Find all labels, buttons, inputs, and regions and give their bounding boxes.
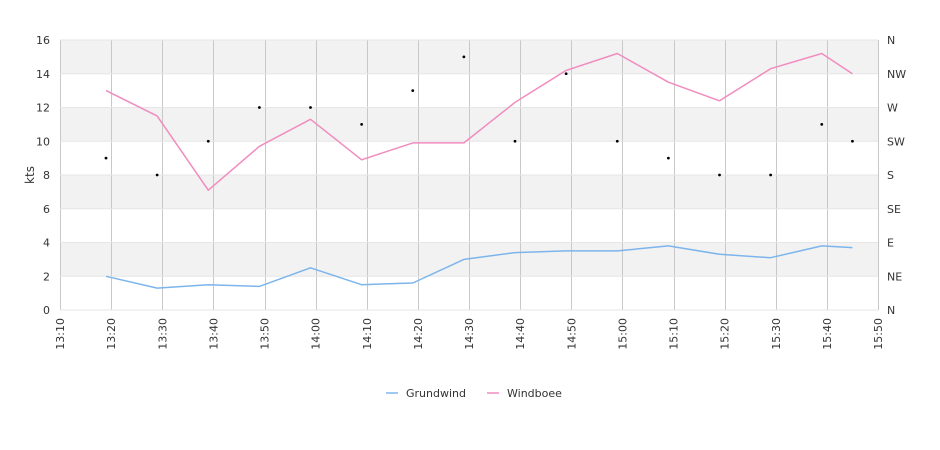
direction-point (104, 156, 108, 160)
x-tick-label: 15:40 (821, 318, 834, 350)
direction-tick-label: NW (887, 68, 906, 81)
x-tick-label: 13:50 (259, 318, 272, 350)
direction-point (462, 55, 466, 59)
direction-point (564, 72, 568, 76)
series-lines (105, 52, 853, 289)
direction-point (718, 173, 721, 177)
direction-point (820, 122, 824, 126)
direction-points (104, 55, 854, 177)
y-tick-label: 0 (43, 304, 50, 317)
x-tick-label: 14:20 (412, 318, 425, 350)
y-tick-label: 6 (43, 203, 50, 216)
direction-tick-label: N (887, 34, 895, 47)
y-axis-right-ticks: N NE E SE S SW W NW N (887, 34, 906, 317)
direction-point (615, 139, 619, 143)
y-axis-left-ticks: 0 2 4 6 8 10 12 14 16 (36, 34, 50, 317)
direction-tick-label: NE (887, 270, 902, 283)
series-line-grundwind (105, 245, 853, 289)
x-tick-label: 14:00 (310, 318, 323, 350)
direction-point (360, 122, 364, 126)
y-tick-label: 12 (36, 102, 50, 115)
x-tick-label: 15:10 (668, 318, 681, 350)
x-tick-label: 13:30 (156, 318, 169, 350)
y-tick-label: 16 (36, 34, 50, 47)
direction-point (851, 139, 854, 143)
direction-tick-label: N (887, 304, 895, 317)
direction-point (206, 139, 210, 143)
direction-tick-label: S (887, 169, 894, 182)
x-tick-label: 15:50 (872, 318, 885, 350)
direction-point (769, 173, 773, 177)
x-tick-label: 14:30 (463, 318, 476, 350)
y-tick-label: 2 (43, 270, 50, 283)
direction-point (257, 106, 261, 109)
direction-point (666, 156, 670, 160)
legend-item[interactable]: Windboee (487, 387, 562, 400)
y-axis-title: kts (23, 166, 37, 184)
direction-point (309, 106, 312, 109)
x-tick-label: 13:10 (54, 318, 67, 350)
legend-label: Grundwind (406, 387, 466, 400)
x-axis-ticks: 13:10 13:20 13:30 13:40 13:50 14:00 14:10 14:20… (54, 318, 885, 350)
x-tick-label: 14:10 (361, 318, 374, 350)
x-tick-label: 13:20 (105, 318, 118, 350)
x-tick-label: 13:40 (207, 318, 220, 350)
x-tick-label: 15:30 (770, 318, 783, 350)
x-tick-label: 15:20 (719, 318, 732, 350)
legend-item[interactable]: Grundwind (386, 387, 466, 400)
y-tick-label: 10 (36, 135, 50, 148)
x-tick-label: 14:50 (565, 318, 578, 350)
direction-point (513, 139, 517, 143)
series-line-windboee (105, 52, 853, 191)
direction-tick-label: W (887, 102, 898, 115)
y-tick-label: 8 (43, 169, 50, 182)
direction-tick-label: E (887, 237, 894, 250)
x-tick-label: 14:40 (514, 318, 527, 350)
legend-label: Windboee (507, 387, 562, 400)
direction-point (155, 173, 159, 177)
legend: Grundwind Windboee (386, 387, 562, 400)
direction-tick-label: SW (887, 135, 905, 148)
y-tick-label: 14 (36, 68, 50, 81)
direction-point (411, 89, 415, 93)
horizontal-gridlines (60, 39, 878, 311)
y-tick-label: 4 (43, 237, 50, 250)
direction-tick-label: SE (887, 203, 901, 216)
x-tick-label: 15:00 (616, 318, 629, 350)
